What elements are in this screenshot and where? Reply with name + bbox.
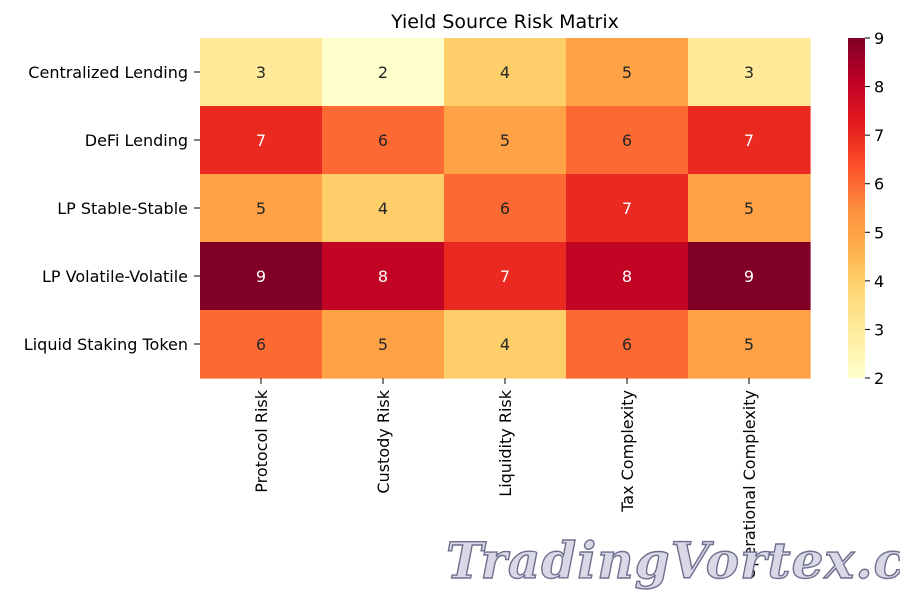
row-label: LP Stable-Stable (57, 199, 188, 218)
chart-title: Yield Source Risk Matrix (390, 11, 619, 33)
row-label: LP Volatile-Volatile (42, 267, 188, 286)
cell-value-label: 5 (622, 63, 632, 82)
cell-value-label: 8 (622, 267, 632, 286)
column-label: Operational Complexity (740, 390, 759, 579)
watermark: TradingVortex.com (446, 531, 900, 590)
colorbar-tick-label: 9 (874, 29, 884, 48)
column-label: Protocol Risk (252, 389, 271, 492)
cell-value-label: 7 (622, 199, 632, 218)
heatmap-cell (322, 242, 445, 311)
heatmap-cell (566, 174, 689, 243)
cell-value-label: 7 (744, 131, 754, 150)
cell-value-label: 6 (256, 335, 266, 354)
heatmap-cell (444, 242, 567, 311)
heatmap-cell (200, 38, 323, 107)
column-label: Custody Risk (374, 389, 393, 493)
cell-value-label: 5 (500, 131, 510, 150)
colorbar: 2 3 4 5 6 7 8 9 (848, 29, 884, 388)
colorbar-gradient (848, 38, 865, 378)
colorbar-tick-label: 3 (874, 320, 884, 339)
row-label: DeFi Lending (85, 131, 188, 150)
colorbar-tick-label: 6 (874, 175, 884, 194)
colorbar-tick-label: 5 (874, 223, 884, 242)
cell-value-label: 4 (500, 63, 510, 82)
heatmap-cell (322, 174, 445, 243)
cell-value-label: 7 (256, 131, 266, 150)
heatmap-cell (688, 38, 811, 107)
heatmap-cell (566, 38, 689, 107)
heatmap-cell (444, 38, 567, 107)
cell-value-label: 5 (744, 335, 754, 354)
cell-value-label: 5 (256, 199, 266, 218)
heatmap-cell (688, 242, 811, 311)
column-label: Tax Complexity (618, 390, 637, 513)
column-label: Liquidity Risk (496, 389, 515, 496)
cell-value-label: 6 (378, 131, 388, 150)
row-labels: Centralized Lending DeFi Lending LP Stable… (24, 63, 200, 354)
row-label: Centralized Lending (28, 63, 188, 82)
heatmap-cell (688, 310, 811, 379)
heatmap-cell (200, 242, 323, 311)
cell-value-label: 3 (256, 63, 266, 82)
heatmap-cell (688, 106, 811, 175)
cell-value-label: 6 (500, 199, 510, 218)
cell-value-label: 5 (744, 199, 754, 218)
heatmap-cell (444, 106, 567, 175)
heatmap-cell (444, 174, 567, 243)
column-labels: Protocol Risk Custody Risk Liquidity Risk T… (252, 378, 759, 579)
cell-value-label: 9 (744, 267, 754, 286)
heatmap-cells: 3 2 4 5 3 7 6 5 6 7 5 4 6 7 5 9 8 7 8 9 6 5 4 6 5 (200, 38, 811, 379)
colorbar-tick-label: 2 (874, 369, 884, 388)
cell-value-label: 9 (256, 267, 266, 286)
cell-value-label: 7 (500, 267, 510, 286)
heatmap-cell (566, 242, 689, 311)
colorbar-tick-label: 4 (874, 272, 884, 291)
heatmap-cell (322, 106, 445, 175)
row-label: Liquid Staking Token (24, 335, 188, 354)
cell-value-label: 3 (744, 63, 754, 82)
cell-value-label: 6 (622, 131, 632, 150)
cell-value-label: 5 (378, 335, 388, 354)
cell-value-label: 4 (500, 335, 510, 354)
heatmap-cell (322, 38, 445, 107)
heatmap-cell (200, 310, 323, 379)
heatmap-cell (688, 174, 811, 243)
heatmap-cell (200, 174, 323, 243)
heatmap-cell (444, 310, 567, 379)
heatmap-cell (566, 310, 689, 379)
cell-value-label: 6 (622, 335, 632, 354)
heatmap-cell (200, 106, 323, 175)
cell-value-label: 8 (378, 267, 388, 286)
colorbar-tick-label: 8 (874, 78, 884, 97)
heatmap-cell (566, 106, 689, 175)
heatmap-cell (322, 310, 445, 379)
cell-value-label: 4 (378, 199, 388, 218)
cell-value-label: 2 (378, 63, 388, 82)
colorbar-tick-label: 7 (874, 126, 884, 145)
